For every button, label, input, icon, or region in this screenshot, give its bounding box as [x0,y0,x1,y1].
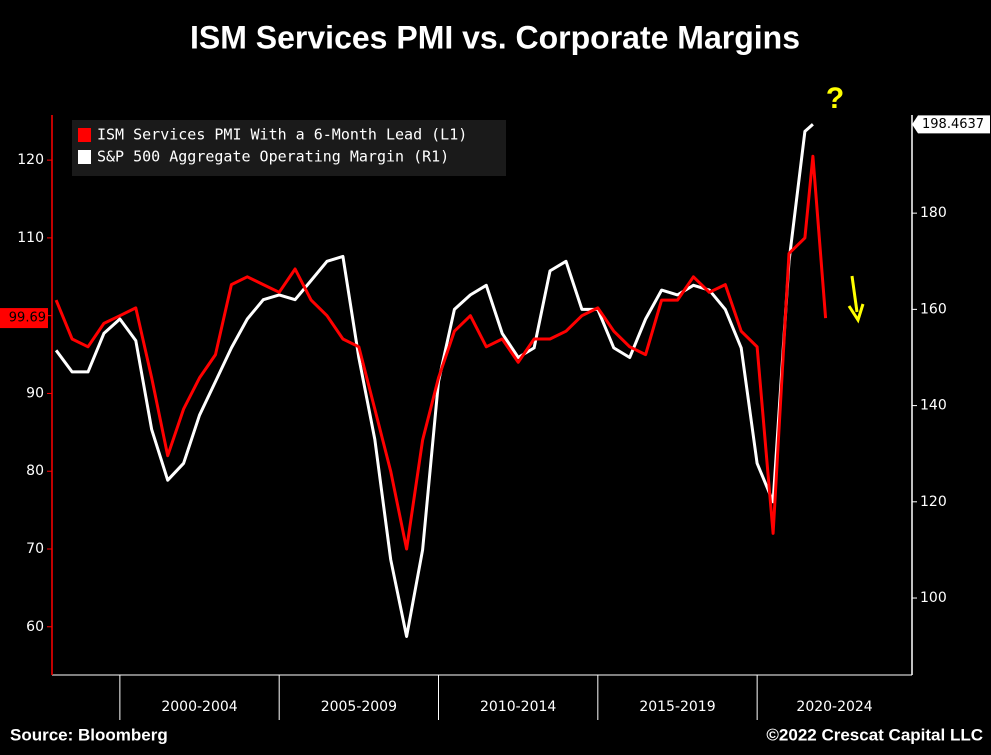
last-value-tag: 99.69 [9,311,46,326]
x-tick-label: 2015-2019 [639,699,715,715]
legend-label: ISM Services PMI With a 6-Month Lead (L1… [97,126,467,144]
y-tick-label: 110 [17,230,44,246]
chart-title: ISM Services PMI vs. Corporate Margins [190,19,800,55]
legend-swatch [78,128,91,142]
y2-tick-label: 160 [920,301,947,317]
y-tick-label: 90 [26,385,44,401]
down-arrow [847,275,865,324]
legend-swatch [78,150,91,164]
legend: ISM Services PMI With a 6-Month Lead (L1… [72,120,506,176]
y2-tick-label: 100 [920,590,947,606]
y2-tick-label: 120 [920,494,947,510]
source: Source: Bloomberg [10,725,168,744]
last-value-tag-box [912,115,990,134]
last-value-tag-box [0,308,48,329]
y-tick-label: 80 [26,463,44,479]
x-tick-label: 2005-2009 [321,699,397,715]
y2-tick-label: 140 [920,398,947,414]
annotation: ? [826,82,844,115]
y-tick-label: 120 [17,152,44,168]
series-line [54,154,828,551]
y2-tick-label: 180 [920,205,947,221]
x-tick-label: 2000-2004 [161,699,237,715]
legend-label: S&P 500 Aggregate Operating Margin (R1) [97,148,449,166]
legend-box [72,120,506,176]
last-value-tag: 198.4637 [922,117,984,132]
x-tick-label: 2010-2014 [480,699,556,715]
y-tick-label: 60 [26,619,44,635]
y-tick-label: 70 [26,541,44,557]
x-tick-label: 2020-2024 [796,699,872,715]
copyright: ©2022 Crescat Capital LLC [766,725,983,744]
